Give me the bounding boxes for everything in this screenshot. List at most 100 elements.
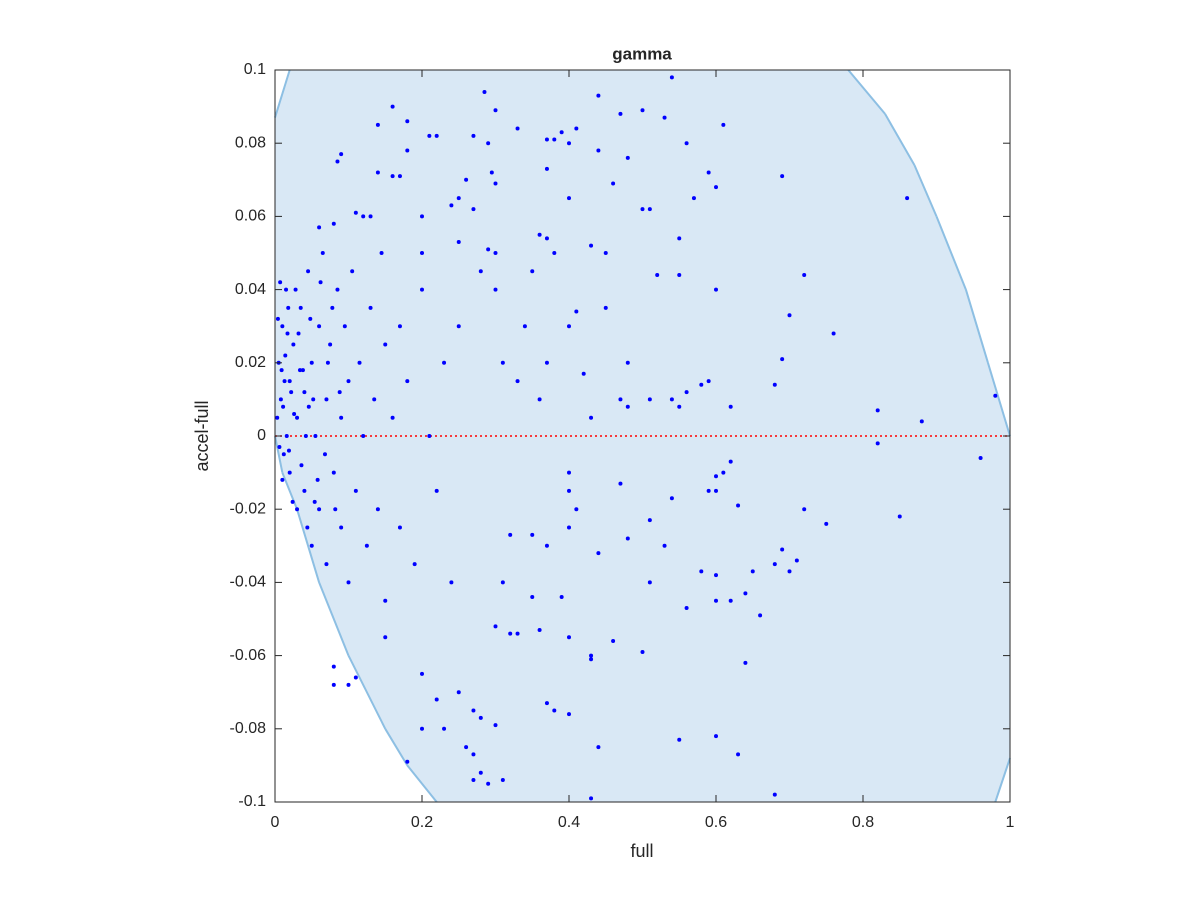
point (287, 470, 292, 475)
point (372, 397, 377, 402)
y-tick-label: 0.02 (235, 354, 266, 371)
point (449, 580, 454, 585)
point (780, 547, 785, 552)
point (420, 251, 424, 255)
point (603, 305, 608, 310)
point (544, 543, 549, 548)
point (669, 397, 674, 402)
point (530, 595, 535, 600)
point (331, 470, 336, 475)
point (677, 272, 682, 277)
point (515, 631, 520, 636)
region-edge (994, 757, 1011, 803)
point (596, 93, 601, 98)
x-axis-label: full (630, 841, 653, 861)
chart-title: gamma (612, 44, 672, 63)
point (640, 207, 645, 212)
region-edge (847, 69, 886, 115)
point (317, 225, 322, 230)
point (743, 660, 748, 665)
point (390, 174, 395, 179)
point (427, 133, 432, 138)
point (875, 408, 880, 413)
region-edge (281, 472, 298, 510)
point (714, 598, 718, 603)
y-tick-label: 0 (257, 427, 266, 444)
point (714, 488, 718, 493)
point (397, 324, 402, 329)
point (456, 196, 461, 201)
point (456, 324, 461, 329)
point (357, 360, 362, 365)
point (277, 444, 282, 449)
y-tick-label: 0.1 (244, 61, 266, 78)
point (589, 657, 594, 662)
point (772, 562, 777, 567)
point (379, 251, 384, 255)
point (282, 379, 287, 384)
x-tick-label: 0.2 (411, 814, 433, 831)
point (677, 737, 682, 742)
point (714, 474, 718, 479)
point (361, 214, 366, 219)
point (353, 210, 358, 215)
point (295, 415, 300, 420)
point (295, 507, 300, 512)
y-tick-label: -0.06 (230, 647, 267, 664)
point (471, 778, 476, 783)
point (706, 488, 711, 493)
point (306, 404, 311, 409)
point (291, 342, 296, 347)
point (278, 280, 283, 285)
point (831, 331, 836, 336)
point (493, 251, 498, 255)
point (552, 708, 557, 713)
x-tick-label: 0.4 (558, 814, 580, 831)
y-tick-label: 0.06 (235, 208, 266, 225)
point (322, 452, 327, 457)
point (456, 240, 461, 245)
point (397, 525, 402, 530)
x-tick-label: 1 (1006, 814, 1015, 831)
point (772, 792, 777, 797)
region-edge (384, 728, 409, 766)
point (331, 664, 336, 669)
point (280, 324, 285, 329)
point (721, 122, 726, 127)
point (824, 521, 829, 526)
point (618, 111, 623, 116)
point (625, 360, 630, 365)
point (647, 580, 652, 585)
point (780, 357, 785, 362)
point (978, 455, 983, 460)
point (318, 280, 323, 285)
point (596, 148, 601, 153)
point (342, 324, 347, 329)
point (339, 415, 344, 420)
point (500, 580, 505, 585)
point (706, 170, 711, 175)
point (647, 207, 652, 212)
point (493, 287, 498, 292)
point (589, 653, 594, 658)
point (303, 434, 308, 438)
point (442, 360, 447, 365)
point (464, 177, 469, 182)
point (486, 247, 491, 252)
point (544, 166, 549, 171)
region-edge (274, 435, 284, 473)
point (308, 316, 313, 321)
point (552, 251, 557, 255)
point (375, 507, 380, 512)
point (684, 390, 689, 395)
point (302, 390, 307, 395)
point (743, 591, 748, 596)
point (279, 368, 284, 373)
point (364, 543, 369, 548)
region-edge (913, 164, 938, 217)
point (486, 781, 491, 786)
x-tick-label: 0.8 (852, 814, 874, 831)
point (335, 159, 340, 164)
point (313, 434, 318, 438)
point (787, 313, 792, 318)
